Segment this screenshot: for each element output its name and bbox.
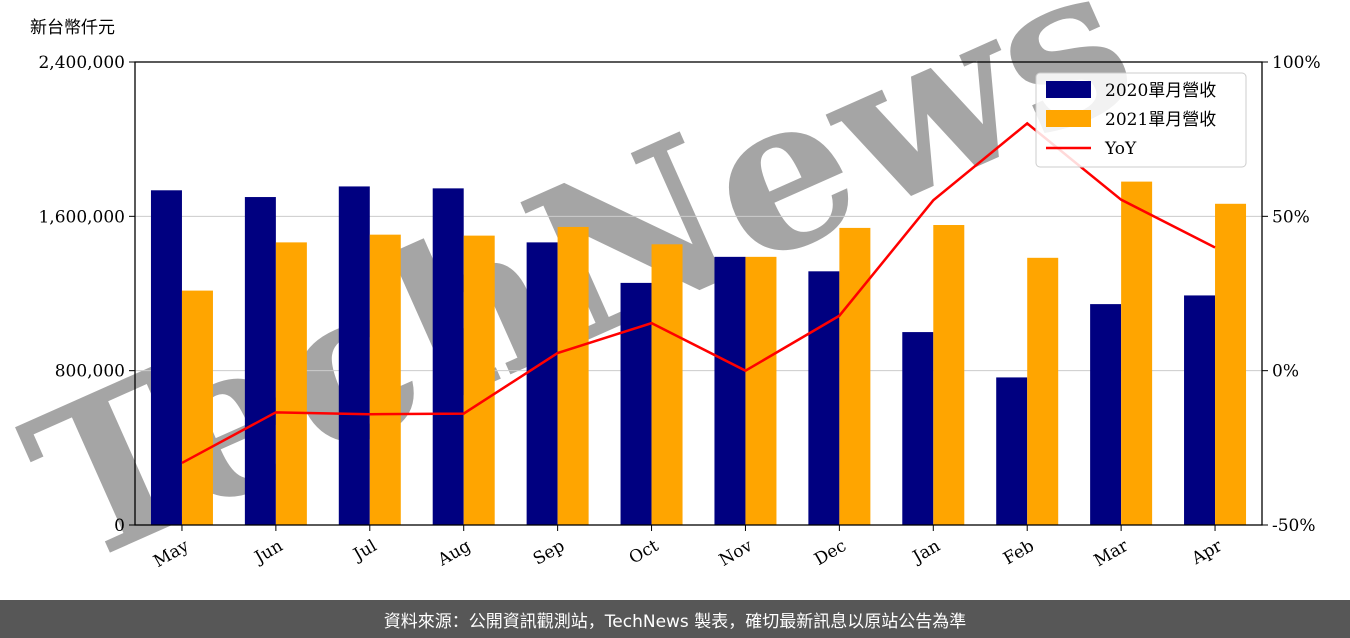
x-tick-label: Apr — [1188, 536, 1227, 570]
legend-swatch — [1046, 81, 1091, 98]
x-tick-label: Nov — [716, 536, 756, 571]
bar-2020 — [996, 377, 1028, 525]
x-tick-label: Jul — [348, 536, 380, 566]
bar-2021 — [839, 227, 871, 526]
bar-2020 — [620, 282, 652, 525]
bar-2020 — [808, 271, 840, 525]
bar-2021 — [463, 235, 495, 525]
bar-2020 — [338, 186, 370, 525]
gridlines — [135, 215, 1262, 372]
x-tick-label: Aug — [434, 536, 475, 571]
revenue-chart: TechNews 0800,0001,600,0002,400,000-50%0… — [0, 0, 1321, 600]
bar-2021 — [369, 234, 401, 526]
bar-2020 — [714, 256, 746, 525]
bars — [150, 181, 1247, 526]
y-right-tick-label: -50% — [1272, 516, 1316, 536]
source-text: 資料來源：公開資訊觀測站，TechNews 製表，確切最新訊息以原站公告為準 — [383, 611, 967, 632]
bar-2020 — [526, 242, 558, 526]
y-left-tick-label: 0 — [114, 516, 125, 536]
bar-2021 — [181, 290, 213, 525]
bar-2020 — [1090, 304, 1122, 525]
bar-2021 — [1027, 257, 1059, 525]
bar-2021 — [557, 226, 589, 525]
x-tick-label: Sep — [530, 536, 568, 570]
bar-2021 — [745, 256, 777, 525]
bar-2020 — [1184, 295, 1216, 525]
y-left-tick-label: 800,000 — [55, 362, 125, 382]
legend-label: 2020單月營收 — [1105, 81, 1216, 101]
y-right-tick-label: 100% — [1272, 53, 1321, 73]
source-footer: 資料來源：公開資訊觀測站，TechNews 製表，確切最新訊息以原站公告為準 — [0, 600, 1350, 638]
x-tick-label: Feb — [1000, 536, 1038, 569]
bar-2020 — [244, 197, 276, 525]
bar-2021 — [275, 242, 307, 526]
bar-2020 — [150, 190, 182, 525]
plot-frame — [134, 61, 1263, 526]
legend-label: 2021單月營收 — [1105, 110, 1216, 130]
y-left-tick-label: 2,400,000 — [38, 53, 125, 73]
legend: 2020單月營收 2021單月營收 YoY — [1035, 72, 1247, 168]
legend-label: YoY — [1104, 139, 1137, 159]
x-tick-label: Oct — [626, 536, 662, 569]
x-tick-label: Jan — [908, 536, 944, 568]
bar-2021 — [933, 225, 965, 525]
y-right-tick-label: 0% — [1272, 362, 1299, 382]
bar-2021 — [651, 244, 683, 525]
bar-2020 — [902, 332, 934, 525]
bar-2020 — [432, 188, 464, 525]
legend-swatch — [1046, 110, 1091, 127]
unit-label: 新台幣仟元 — [30, 18, 115, 38]
y-right-tick-label: 50% — [1272, 207, 1310, 227]
x-tick-label: Dec — [811, 536, 850, 570]
bar-2021 — [1121, 181, 1153, 525]
bar-2021 — [1215, 203, 1247, 525]
y-left-tick-label: 1,600,000 — [38, 207, 125, 227]
x-tick-label: Mar — [1091, 536, 1133, 572]
